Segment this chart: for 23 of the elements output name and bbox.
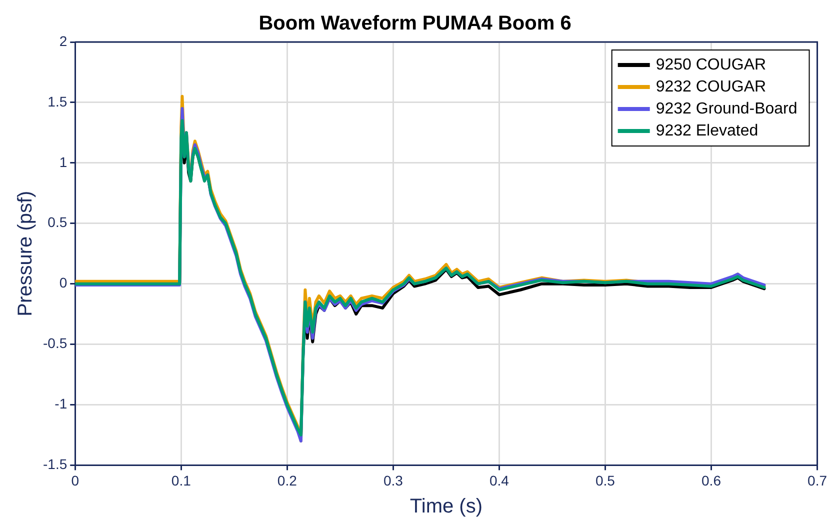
y-tick-label: -1.5 bbox=[43, 456, 68, 472]
chart-title: Boom Waveform PUMA4 Boom 6 bbox=[258, 12, 572, 35]
legend-label: 9232 Elevated bbox=[656, 122, 758, 140]
x-tick-label: 0.4 bbox=[489, 472, 510, 488]
y-tick-label: 1 bbox=[59, 154, 68, 170]
y-tick-label: 2 bbox=[59, 32, 68, 49]
y-tick-label: 0 bbox=[59, 274, 68, 291]
legend-label: 9232 Ground-Board bbox=[656, 100, 798, 118]
x-tick-label: 0.7 bbox=[808, 472, 828, 488]
x-axis-title: Time (s) bbox=[410, 496, 482, 518]
x-tick-label: 0 bbox=[71, 472, 80, 488]
legend-label: 9232 COUGAR bbox=[656, 78, 766, 96]
legend-label: 9250 COUGAR bbox=[656, 56, 766, 74]
x-tick-label: 0.3 bbox=[383, 472, 404, 488]
y-tick-label: 0.5 bbox=[48, 214, 68, 230]
y-axis-title: Pressure (psf) bbox=[14, 190, 37, 316]
y-tick-label: -1 bbox=[54, 396, 68, 412]
x-tick-label: 0.5 bbox=[595, 472, 616, 488]
x-tick-label: 0.6 bbox=[702, 472, 722, 488]
x-tick-label: 0.2 bbox=[277, 472, 298, 488]
y-tick-label: -0.5 bbox=[43, 335, 68, 352]
y-tick-label: 1.5 bbox=[48, 93, 68, 110]
x-tick-label: 0.1 bbox=[171, 472, 192, 488]
